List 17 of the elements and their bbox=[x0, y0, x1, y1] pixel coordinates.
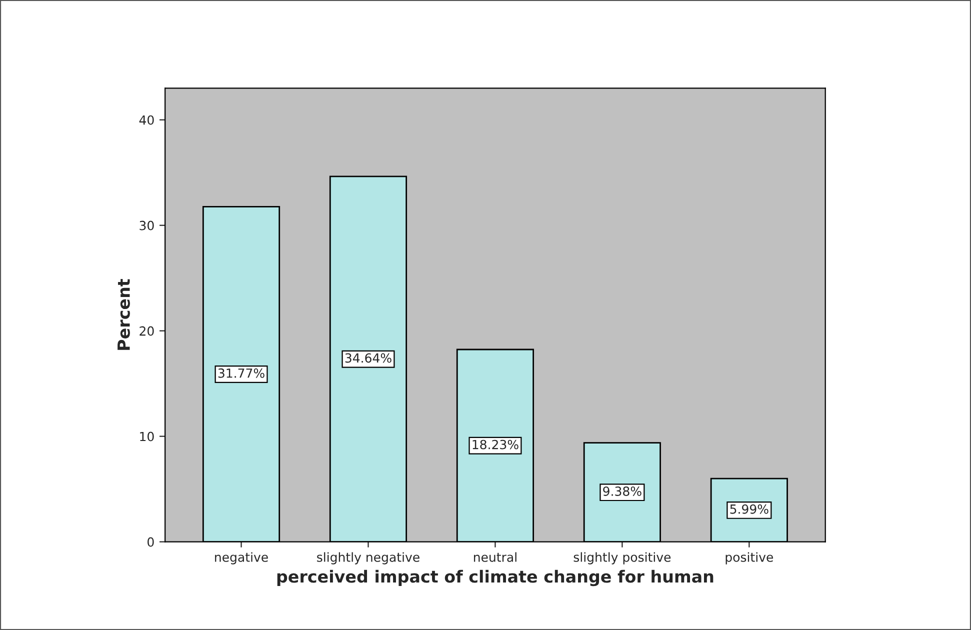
y-tick-label: 30 bbox=[140, 220, 154, 230]
y-axis-title: Percent bbox=[118, 279, 130, 350]
data-label: 9.38% bbox=[603, 486, 642, 496]
data-label: 34.64% bbox=[345, 353, 392, 363]
y-tick-label: 40 bbox=[139, 115, 154, 125]
x-tick-label: negative bbox=[215, 552, 268, 564]
x-axis-title: perceived impact of climate change for human bbox=[277, 570, 714, 586]
y-tick-label: 20 bbox=[140, 326, 154, 336]
y-tick-label: 0 bbox=[148, 537, 154, 547]
data-label: 5.99% bbox=[730, 504, 768, 514]
x-tick-label: positive bbox=[726, 552, 774, 564]
x-tick-label: neutral bbox=[474, 552, 516, 562]
data-label: 18.23% bbox=[472, 440, 518, 450]
x-tick-label: slightly positive bbox=[574, 552, 671, 564]
y-tick-label: 10 bbox=[140, 432, 154, 442]
x-tick-label: slightly negative bbox=[317, 552, 420, 564]
data-label: 31.77% bbox=[218, 368, 264, 378]
